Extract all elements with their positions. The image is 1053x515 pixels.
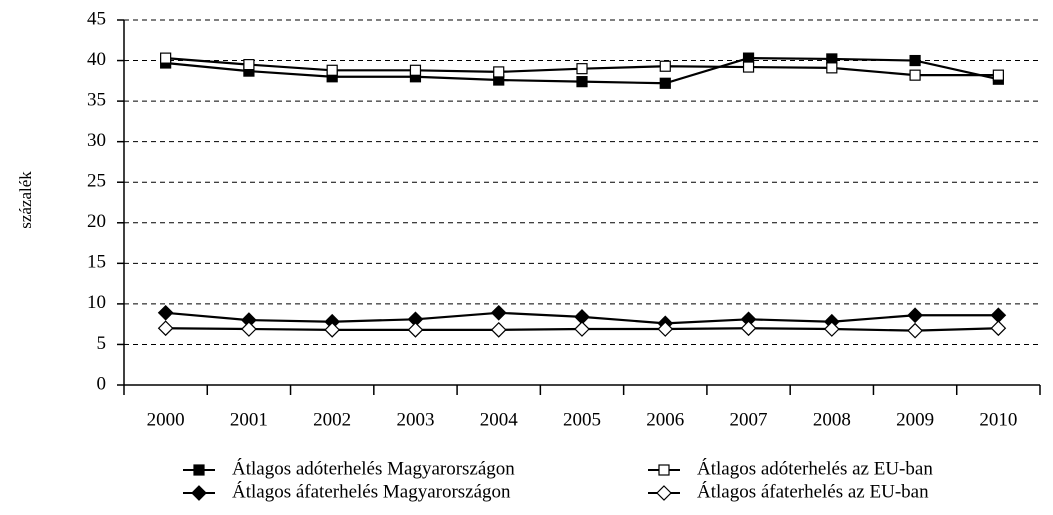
x-tick-label: 2001 bbox=[230, 409, 268, 430]
marker bbox=[493, 66, 505, 78]
marker bbox=[990, 320, 1007, 337]
marker bbox=[490, 321, 507, 338]
marker bbox=[490, 304, 507, 321]
marker bbox=[907, 307, 923, 324]
x-tick-label: 2006 bbox=[646, 409, 684, 430]
legend-marker bbox=[658, 464, 670, 476]
legend-label: Átlagos adóterhelés az EU-ban bbox=[697, 457, 933, 479]
y-tick-label: 40 bbox=[87, 49, 106, 70]
marker bbox=[907, 322, 923, 339]
x-tick-label: 2009 bbox=[896, 409, 934, 430]
y-tick-label: 45 bbox=[87, 8, 106, 29]
marker bbox=[157, 320, 174, 337]
x-tick-label: 2007 bbox=[730, 409, 768, 430]
marker bbox=[407, 321, 424, 338]
x-tick-label: 2008 bbox=[813, 409, 851, 430]
legend-marker bbox=[193, 464, 205, 476]
x-tick-label: 2002 bbox=[313, 409, 351, 430]
legend-marker bbox=[191, 485, 207, 501]
marker bbox=[243, 59, 255, 71]
marker bbox=[241, 321, 257, 337]
marker bbox=[826, 62, 838, 74]
x-tick-label: 2010 bbox=[979, 409, 1017, 430]
x-tick-label: 2003 bbox=[396, 409, 434, 430]
marker bbox=[909, 54, 921, 67]
marker bbox=[157, 304, 174, 321]
marker bbox=[992, 69, 1004, 81]
y-tick-label: 35 bbox=[87, 89, 106, 110]
marker bbox=[160, 52, 172, 64]
x-tick-label: 2004 bbox=[480, 409, 519, 430]
marker bbox=[659, 77, 671, 89]
y-tick-label: 30 bbox=[87, 130, 106, 151]
marker bbox=[823, 321, 840, 337]
marker bbox=[576, 76, 588, 88]
x-tick-label: 2005 bbox=[563, 409, 601, 430]
y-tick-label: 15 bbox=[87, 252, 106, 273]
legend-label: Átlagos adóterhelés Magyarországon bbox=[232, 457, 515, 479]
legend-label: Átlagos áfaterhelés Magyarországon bbox=[232, 480, 511, 502]
y-axis-label: százalék bbox=[16, 171, 35, 229]
y-tick-label: 25 bbox=[87, 171, 106, 192]
marker bbox=[742, 61, 755, 73]
marker bbox=[659, 60, 671, 72]
y-tick-label: 0 bbox=[97, 373, 107, 394]
marker bbox=[574, 321, 590, 337]
legend-label: Átlagos áfaterhelés az EU-ban bbox=[697, 480, 929, 502]
marker bbox=[409, 64, 422, 76]
y-tick-label: 5 bbox=[97, 333, 107, 354]
marker bbox=[909, 69, 921, 81]
marker bbox=[740, 320, 757, 337]
marker bbox=[990, 307, 1007, 324]
y-tick-label: 20 bbox=[87, 211, 106, 232]
marker bbox=[657, 321, 674, 337]
marker bbox=[326, 64, 338, 76]
marker bbox=[324, 321, 341, 338]
legend-marker bbox=[656, 485, 672, 501]
x-tick-label: 2000 bbox=[147, 409, 185, 430]
marker bbox=[576, 63, 588, 75]
y-tick-label: 10 bbox=[87, 292, 106, 313]
